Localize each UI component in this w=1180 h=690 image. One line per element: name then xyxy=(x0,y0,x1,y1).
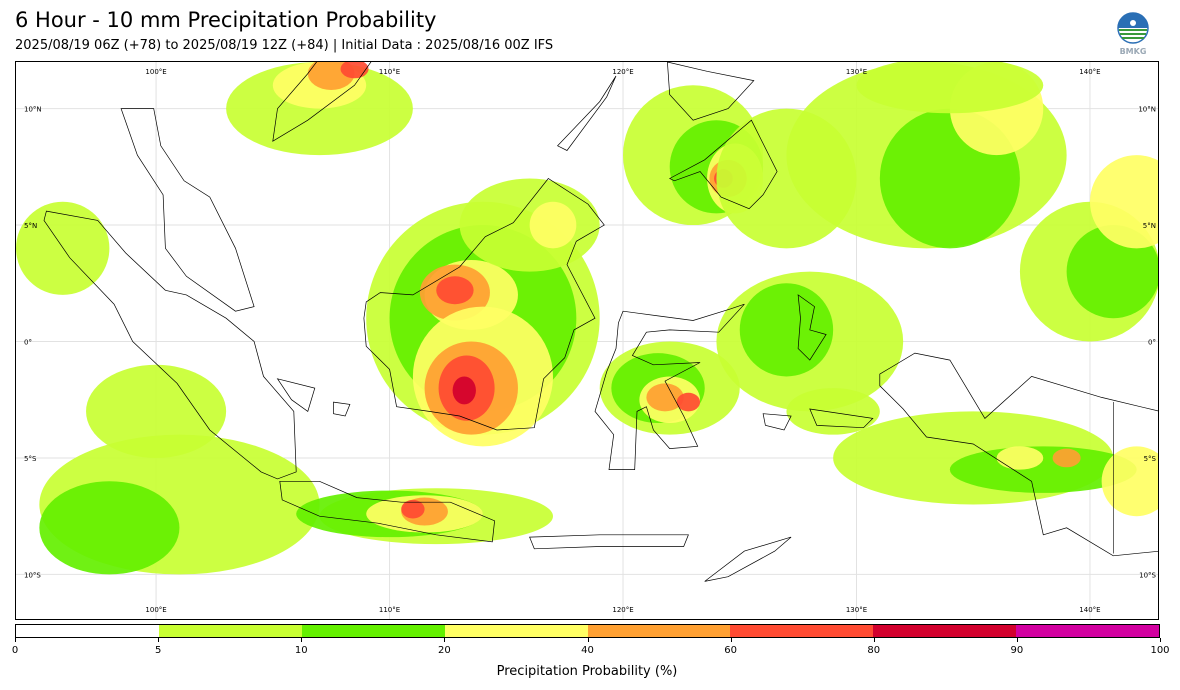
colorbar-tick-label: 20 xyxy=(438,645,451,656)
precipitation-map: 100°E 110°E 120°E 130°E 140°E 100°E 110°E 120°E… xyxy=(15,61,1159,620)
colorbar-tick-mark xyxy=(1016,638,1018,642)
lon-tick-label-top: 140°E xyxy=(1079,68,1100,76)
precip-region xyxy=(459,178,600,272)
coastline xyxy=(279,480,495,543)
colorbar-tick-mark xyxy=(873,638,875,642)
colorbar-tick-mark xyxy=(301,638,303,642)
precip-region xyxy=(340,62,369,79)
coastline xyxy=(120,108,255,312)
colorbar-tick-label: 60 xyxy=(724,645,737,656)
colorbar-tick-label: 5 xyxy=(154,645,162,656)
lon-tick-label-bottom: 120°E xyxy=(612,606,633,614)
precip-region xyxy=(856,62,1044,114)
colorbar-title: Precipitation Probability (%) xyxy=(496,664,678,679)
coastline xyxy=(594,303,745,470)
colorbar-segment xyxy=(730,625,874,637)
precip-region xyxy=(1089,155,1158,249)
coastline xyxy=(363,178,605,431)
precip-region xyxy=(949,446,1137,493)
map-canvas: 100°E 110°E 120°E 130°E 140°E 100°E 110°E 120°E… xyxy=(16,62,1158,619)
precip-region xyxy=(529,201,577,249)
lat-tick-label-left: 10°N xyxy=(24,106,42,114)
lat-tick-label-right: 5°N xyxy=(1143,222,1156,230)
lat-tick-label-right: 10°N xyxy=(1138,106,1156,114)
colorbar-segment xyxy=(16,625,159,637)
coastline xyxy=(668,119,778,210)
precip-region xyxy=(86,364,227,458)
colorbar-tick-mark xyxy=(158,638,160,642)
colorbar-tick-mark xyxy=(730,638,732,642)
chart-subtitle: 2025/08/19 06Z (+78) to 2025/08/19 12Z (… xyxy=(15,38,554,53)
precip-region xyxy=(401,499,425,519)
precip-region xyxy=(452,376,476,405)
coastline xyxy=(797,294,827,361)
precip-region xyxy=(739,283,834,377)
coastline xyxy=(529,534,689,550)
coastline xyxy=(272,62,372,142)
lon-tick-label-bottom: 130°E xyxy=(846,606,867,614)
logo-text: BMKG xyxy=(1120,47,1147,56)
colorbar xyxy=(15,624,1160,638)
colorbar-segment xyxy=(444,625,588,637)
lon-tick-label-top: 120°E xyxy=(612,68,633,76)
lat-tick-label-left: 5°N xyxy=(24,222,37,230)
colorbar-tick-mark xyxy=(444,638,446,642)
lon-tick-label-top: 110°E xyxy=(379,68,400,76)
precip-region xyxy=(1101,446,1158,517)
lat-tick-label-right: 5°S xyxy=(1144,455,1157,463)
map-tick-labels: 100°E 110°E 120°E 130°E 140°E 100°E 110°E 120°E… xyxy=(24,68,1157,614)
colorbar-tick-label: 10 xyxy=(294,645,308,656)
colorbar-tick-mark xyxy=(587,638,589,642)
colorbar-segment xyxy=(587,625,731,637)
colorbar-tick-label: 0 xyxy=(11,645,19,656)
chart-title: 6 Hour - 10 mm Precipitation Probability xyxy=(15,8,437,32)
colorbar-tick-label: 90 xyxy=(1010,645,1024,656)
colorbar-tick-label: 80 xyxy=(867,645,881,656)
coastline xyxy=(43,210,297,480)
colorbar-segment xyxy=(1016,625,1159,637)
colorbar-tick-mark xyxy=(1160,638,1161,642)
coastline xyxy=(667,62,755,121)
lat-tick-label-right: 0° xyxy=(1148,339,1156,347)
colorbar-segment xyxy=(158,625,302,637)
coastline xyxy=(333,401,351,417)
coastline xyxy=(557,75,617,151)
precip-region xyxy=(1052,448,1081,468)
precip-region xyxy=(16,201,110,295)
coastline xyxy=(879,352,1158,557)
precip-region xyxy=(436,276,474,305)
colorbar-segment xyxy=(301,625,445,637)
precip-region xyxy=(676,392,701,412)
precip-region xyxy=(1066,225,1158,319)
lat-tick-label-left: 10°S xyxy=(24,571,41,579)
bmkg-logo-icon: BMKG xyxy=(1117,12,1149,56)
lon-tick-label-bottom: 110°E xyxy=(379,606,400,614)
colorbar-tick-mark xyxy=(15,638,16,642)
lon-tick-label-top: 130°E xyxy=(846,68,867,76)
precipitation-fields xyxy=(16,62,1158,575)
colorbar-tick-label: 40 xyxy=(581,645,594,656)
lon-tick-label-top: 100°E xyxy=(145,68,166,76)
precip-region xyxy=(996,446,1044,470)
lon-tick-label-bottom: 100°E xyxy=(145,606,166,614)
coastlines xyxy=(43,62,1158,582)
colorbar-segment xyxy=(873,625,1017,637)
precip-region xyxy=(786,388,880,435)
lon-tick-label-bottom: 140°E xyxy=(1079,606,1100,614)
coastline xyxy=(276,378,316,412)
coastline xyxy=(809,408,874,429)
colorbar-tick-label: 100 xyxy=(1150,645,1170,656)
lat-tick-label-left: 0° xyxy=(24,339,32,347)
lat-tick-label-right: 10°S xyxy=(1139,571,1156,579)
coastline xyxy=(762,413,792,431)
precip-region xyxy=(646,383,684,412)
lat-tick-label-left: 5°S xyxy=(24,455,37,463)
coastline xyxy=(704,536,792,582)
precip-region xyxy=(39,481,180,575)
